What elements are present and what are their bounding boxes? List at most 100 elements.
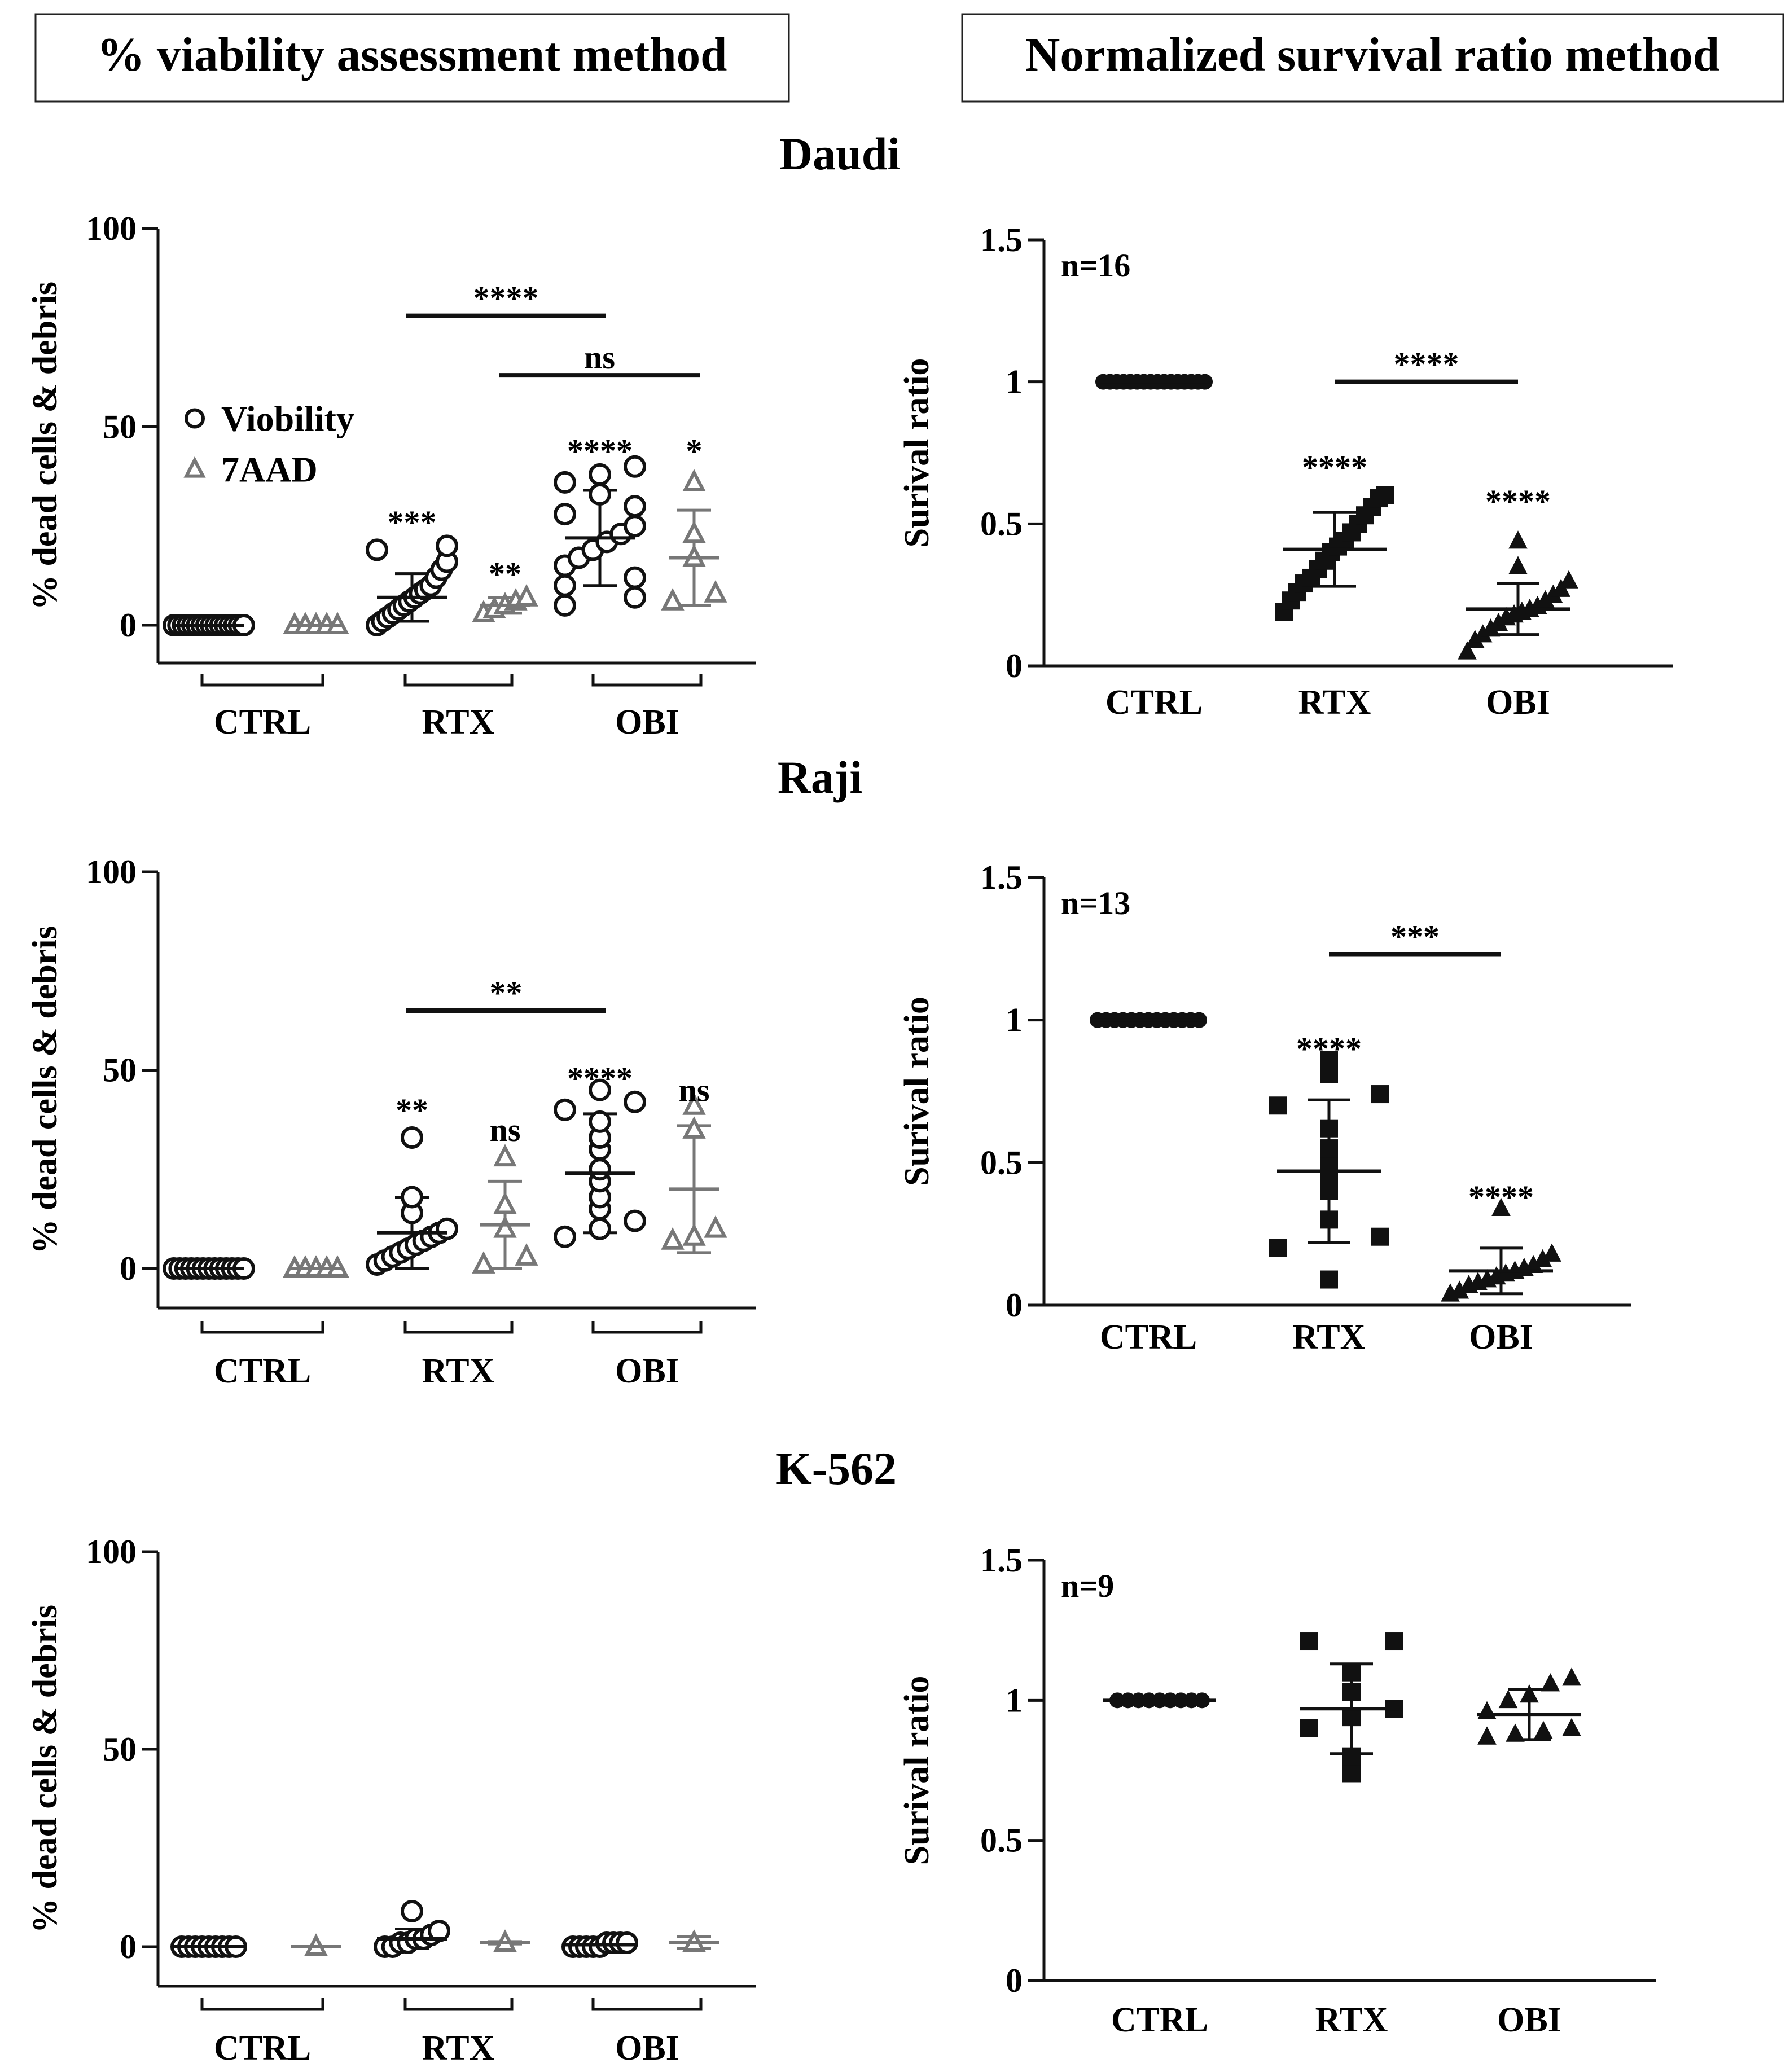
data-point bbox=[554, 1098, 576, 1121]
data-point bbox=[589, 1217, 611, 1240]
x-category-label: OBI bbox=[615, 1352, 679, 1390]
data-point bbox=[1300, 1632, 1318, 1651]
data-point bbox=[1269, 1239, 1287, 1257]
x-category-label: OBI bbox=[615, 2029, 679, 2067]
y-axis-label: % dead cells & debris bbox=[26, 282, 64, 610]
data-point bbox=[1473, 624, 1493, 643]
x-category-label: CTRL bbox=[1111, 2001, 1208, 2039]
data-point bbox=[1541, 1673, 1560, 1692]
data-point bbox=[1534, 1720, 1553, 1739]
data-point bbox=[1508, 556, 1528, 574]
y-tick-label: 1 bbox=[1006, 363, 1023, 401]
data-point bbox=[1342, 1764, 1361, 1783]
panel-k562-viability: 0 50 100 % dead cells & debris CTRL RTX OBI bbox=[26, 1533, 756, 2067]
data-point bbox=[682, 469, 706, 491]
data-point bbox=[624, 1090, 646, 1113]
group-bracket bbox=[591, 674, 703, 687]
group-bracket bbox=[200, 1998, 324, 2011]
group-bracket bbox=[591, 1321, 703, 1334]
data-point bbox=[493, 1144, 517, 1167]
data-point bbox=[682, 520, 706, 543]
x-category-label: OBI bbox=[1469, 1318, 1533, 1357]
x-category-label: RTX bbox=[422, 1352, 495, 1390]
data-point bbox=[661, 588, 685, 611]
data-point bbox=[1320, 1119, 1338, 1138]
x-category-label: RTX bbox=[1298, 683, 1371, 722]
y-tick-label: 50 bbox=[103, 1052, 137, 1089]
data-point bbox=[1481, 618, 1501, 637]
data-point bbox=[1533, 1249, 1552, 1267]
data-point bbox=[1542, 1243, 1561, 1262]
data-point bbox=[624, 1209, 646, 1232]
data-point bbox=[704, 580, 727, 603]
n-label: n=9 bbox=[1061, 1568, 1114, 1604]
data-point bbox=[624, 566, 646, 589]
data-point bbox=[401, 1186, 423, 1209]
significance-label: **** bbox=[1485, 483, 1551, 520]
data-point bbox=[624, 495, 646, 518]
data-point bbox=[682, 1092, 706, 1115]
data-point bbox=[1524, 1254, 1543, 1274]
x-category-label: OBI bbox=[1486, 683, 1550, 722]
y-tick-label: 0.5 bbox=[980, 505, 1023, 542]
data-point bbox=[436, 534, 458, 557]
significance-label: ns bbox=[679, 1072, 710, 1109]
data-point bbox=[1342, 1708, 1361, 1727]
data-point bbox=[1562, 1667, 1581, 1686]
data-point bbox=[624, 586, 646, 609]
data-point bbox=[401, 1126, 423, 1149]
data-point bbox=[554, 1225, 576, 1248]
data-point bbox=[661, 1227, 685, 1250]
x-category-label: CTRL bbox=[1105, 683, 1203, 722]
title-daudi: Daudi bbox=[779, 128, 900, 179]
header-right-text: Normalized survival ratio method bbox=[1025, 28, 1719, 81]
y-tick-label: 0 bbox=[120, 1928, 137, 1965]
significance-label: ** bbox=[490, 974, 523, 1011]
data-point bbox=[1508, 530, 1528, 549]
header-left-text: % viability assessment method bbox=[97, 28, 727, 81]
y-tick-label: 0 bbox=[120, 607, 137, 644]
y-axis-label: Surival ratio bbox=[898, 997, 936, 1186]
data-point bbox=[1477, 1701, 1497, 1719]
significance-label: ns bbox=[584, 339, 615, 376]
data-point bbox=[366, 538, 388, 561]
significance-label: **** bbox=[473, 280, 539, 317]
group-bracket bbox=[403, 674, 514, 687]
legend-marker bbox=[183, 456, 206, 478]
group-bracket bbox=[591, 1998, 703, 2011]
y-tick-label: 1 bbox=[1006, 1682, 1023, 1719]
header-left: % viability assessment method bbox=[34, 13, 790, 103]
significance-label: **** bbox=[1468, 1179, 1534, 1215]
data-point bbox=[1320, 1270, 1338, 1289]
data-point bbox=[624, 515, 646, 538]
significance-label: * bbox=[686, 433, 703, 469]
data-point bbox=[1458, 641, 1477, 660]
data-point bbox=[1385, 1632, 1403, 1651]
n-label: n=16 bbox=[1061, 247, 1130, 284]
x-category-label: OBI bbox=[1497, 2001, 1561, 2039]
data-point bbox=[1489, 613, 1508, 631]
legend-marker bbox=[185, 408, 205, 429]
y-tick-label: 100 bbox=[86, 853, 137, 890]
data-point bbox=[493, 1215, 517, 1238]
n-label: n=13 bbox=[1061, 885, 1130, 921]
panel-k562-ratio: 0 0.5 1 1.5 Surival ratio n=9 CTRL RTX OBI bbox=[898, 1542, 1656, 2039]
significance-label: ns bbox=[490, 1112, 521, 1148]
x-category-label: RTX bbox=[1315, 2001, 1388, 2039]
y-axis-label: % dead cells & debris bbox=[26, 1605, 64, 1933]
data-point bbox=[554, 594, 576, 617]
data-point bbox=[472, 1251, 495, 1274]
data-point bbox=[1269, 1096, 1287, 1115]
significance-label: ** bbox=[396, 1092, 428, 1129]
title-raji: Raji bbox=[778, 752, 862, 803]
data-point bbox=[515, 1243, 538, 1266]
data-point bbox=[704, 1215, 727, 1238]
group-bracket bbox=[200, 1321, 324, 1334]
data-point bbox=[1477, 1726, 1497, 1745]
y-tick-label: 0 bbox=[1006, 1962, 1023, 1999]
data-point bbox=[624, 455, 646, 478]
significance-label: **** bbox=[1302, 449, 1367, 486]
x-category-label: RTX bbox=[422, 2029, 495, 2067]
y-tick-label: 1.5 bbox=[980, 1542, 1023, 1579]
